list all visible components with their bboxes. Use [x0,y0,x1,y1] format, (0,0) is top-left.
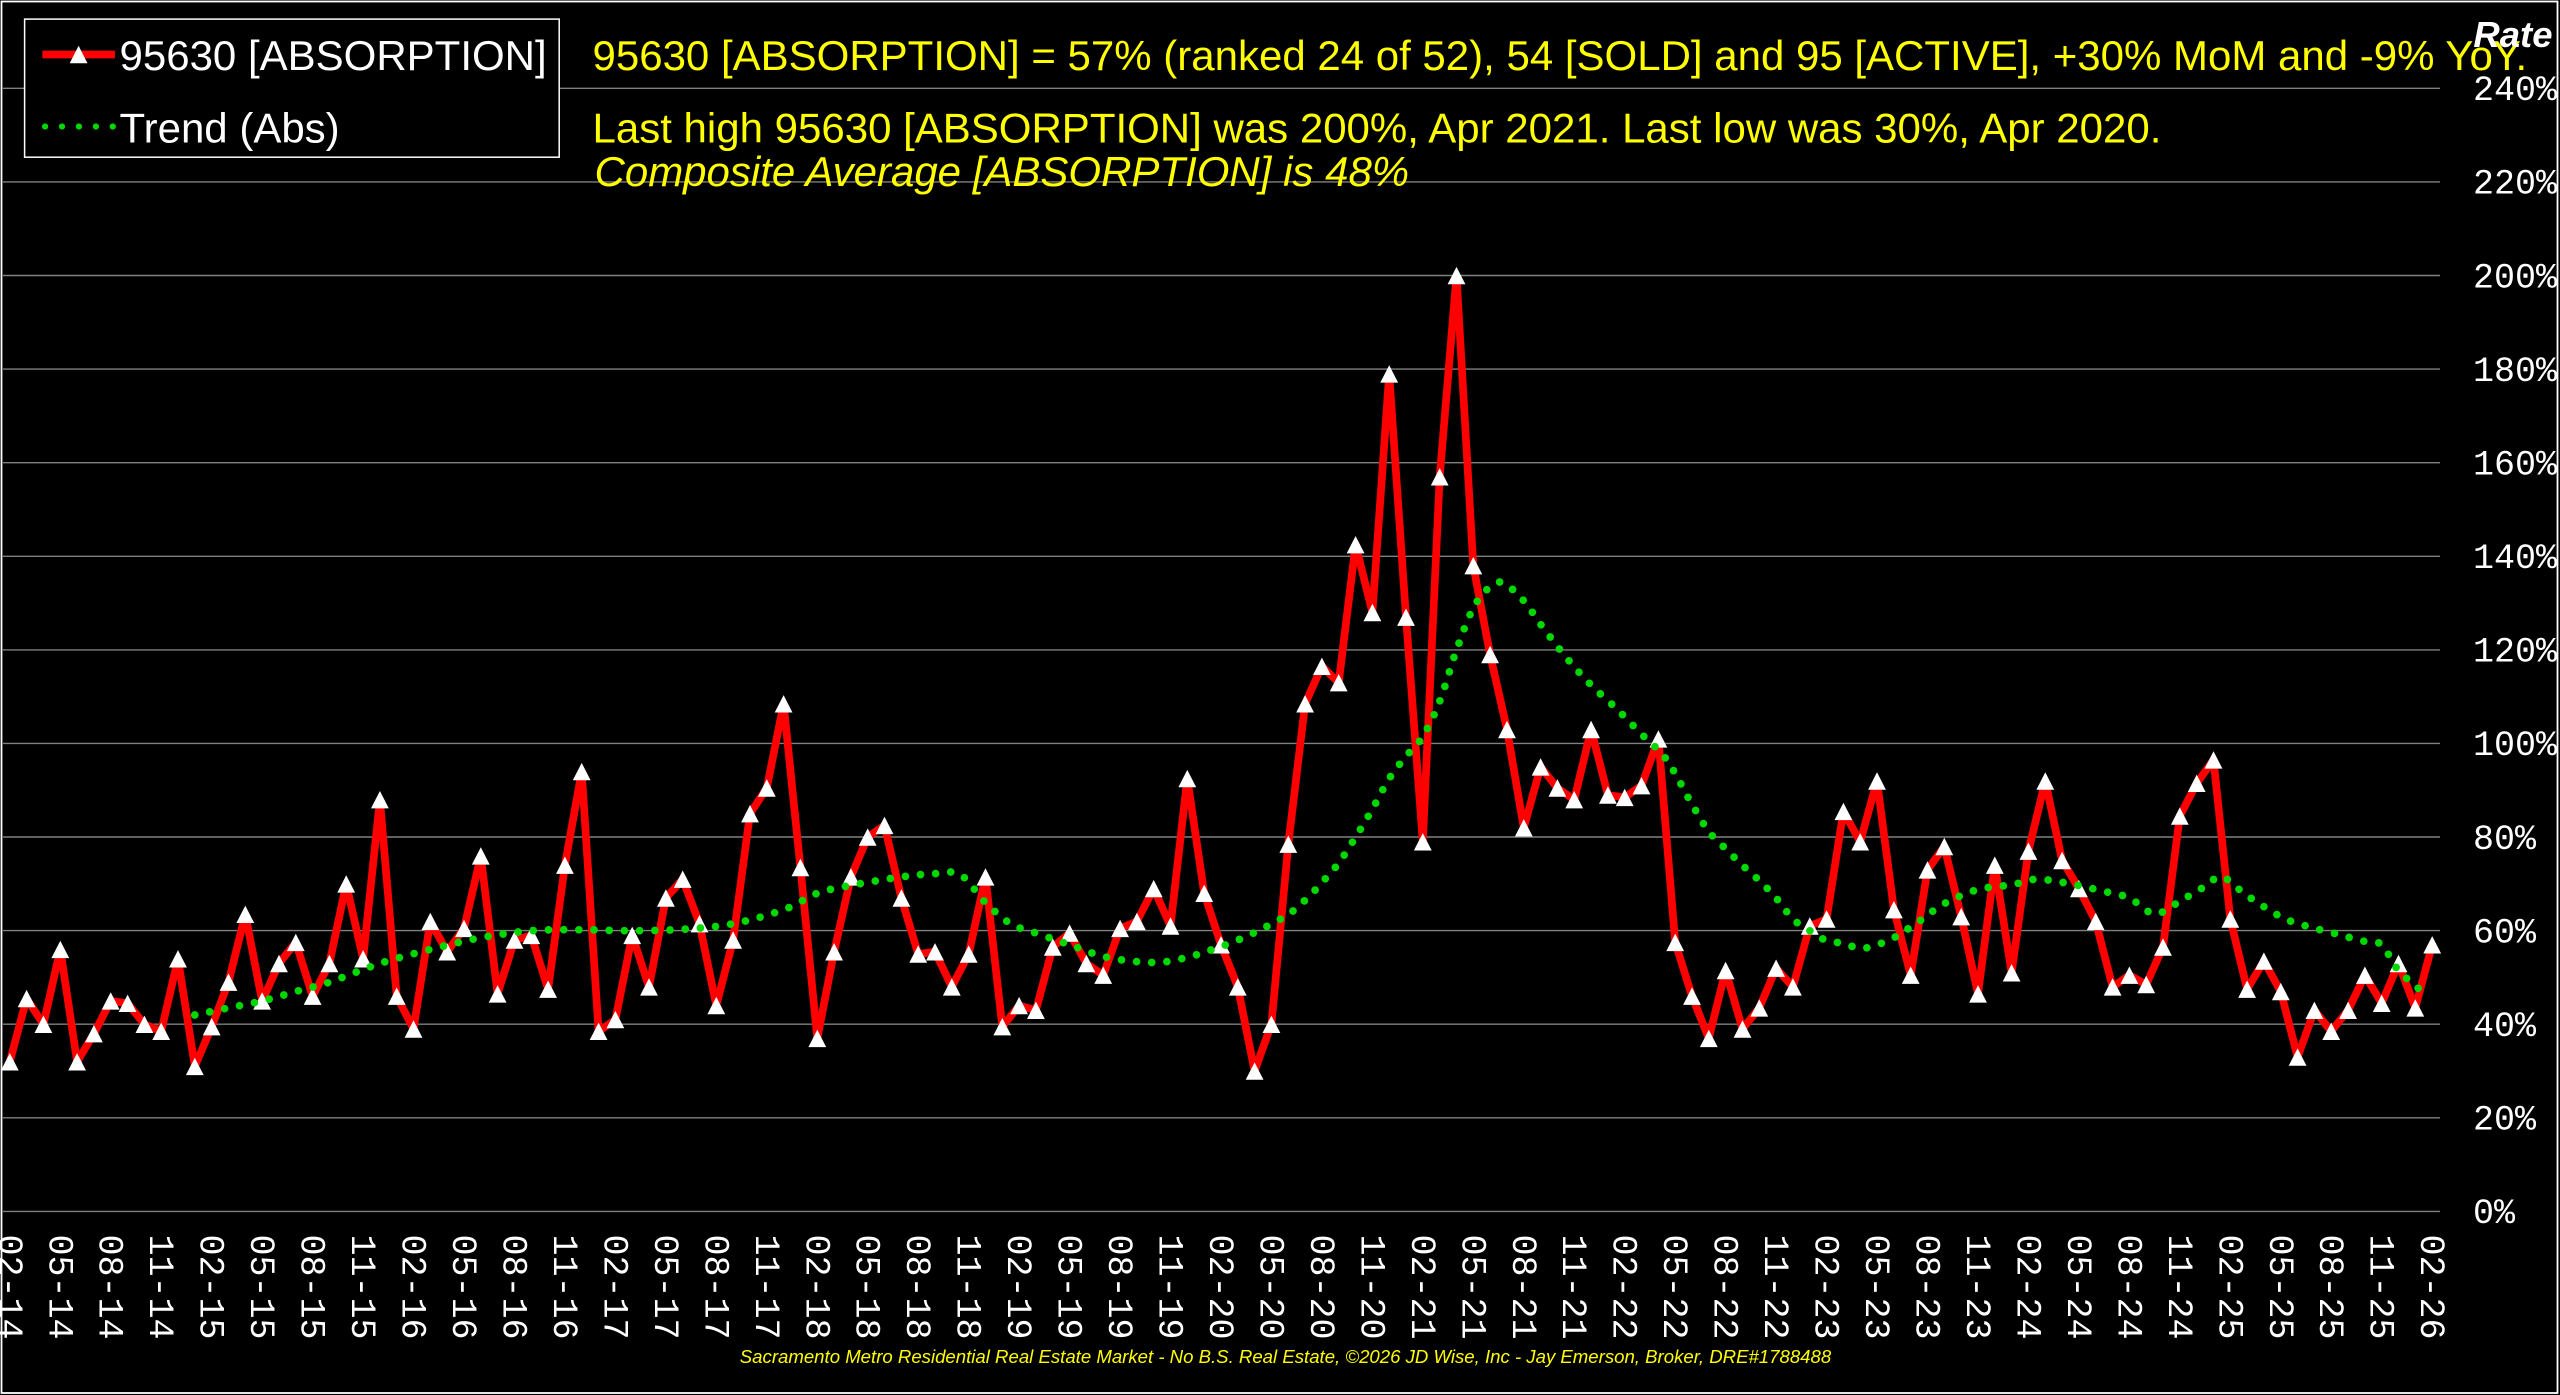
svg-text:200%: 200% [2473,258,2558,298]
svg-text:08-21: 08-21 [1502,1235,1542,1340]
svg-text:08-14: 08-14 [89,1235,129,1340]
svg-text:02-20: 02-20 [1199,1235,1239,1340]
svg-text:02-14: 02-14 [0,1235,28,1340]
svg-text:Rate: Rate [2473,14,2552,55]
svg-text:02-24: 02-24 [2006,1235,2046,1340]
svg-text:11-19: 11-19 [1149,1235,1189,1340]
svg-text:Composite Average [ABSORPTION]: Composite Average [ABSORPTION] is 48% [595,148,1410,195]
svg-text:0%: 0% [2473,1194,2516,1234]
svg-text:11-17: 11-17 [745,1235,785,1340]
svg-text:11-23: 11-23 [1956,1235,1996,1340]
svg-text:11-20: 11-20 [1350,1235,1390,1340]
svg-text:02-23: 02-23 [1805,1235,1845,1340]
svg-text:120%: 120% [2473,633,2558,673]
svg-text:05-20: 05-20 [1249,1235,1289,1340]
svg-text:08-17: 08-17 [694,1235,734,1340]
svg-text:100%: 100% [2473,726,2558,766]
svg-text:05-23: 05-23 [1855,1235,1895,1340]
svg-text:02-21: 02-21 [1401,1235,1441,1340]
svg-text:08-18: 08-18 [896,1235,936,1340]
svg-text:05-22: 05-22 [1653,1235,1693,1340]
svg-text:Trend (Abs): Trend (Abs) [120,105,340,152]
svg-text:11-21: 11-21 [1552,1235,1592,1340]
svg-text:11-14: 11-14 [139,1235,179,1340]
svg-text:160%: 160% [2473,446,2558,486]
svg-text:08-20: 08-20 [1300,1235,1340,1340]
svg-text:80%: 80% [2473,820,2537,860]
svg-text:02-26: 02-26 [2410,1235,2450,1340]
svg-text:05-18: 05-18 [846,1235,886,1340]
svg-text:40%: 40% [2473,1007,2537,1047]
svg-text:11-16: 11-16 [543,1235,583,1340]
svg-text:08-23: 08-23 [1906,1235,1946,1340]
svg-text:Last high 95630 [ABSORPTION] w: Last high 95630 [ABSORPTION] was 200%, A… [593,105,2162,152]
svg-text:11-18: 11-18 [947,1235,987,1340]
svg-text:95630 [ABSORPTION] = 57% (rank: 95630 [ABSORPTION] = 57% (ranked 24 of 5… [593,32,2528,79]
svg-text:95630 [ABSORPTION]: 95630 [ABSORPTION] [120,32,547,79]
svg-text:11-25: 11-25 [2360,1235,2400,1340]
svg-text:05-16: 05-16 [442,1235,482,1340]
svg-text:05-17: 05-17 [644,1235,684,1340]
svg-text:240%: 240% [2473,71,2558,111]
svg-text:180%: 180% [2473,352,2558,392]
svg-text:02-15: 02-15 [190,1235,230,1340]
svg-text:220%: 220% [2473,165,2558,205]
svg-text:08-22: 08-22 [1704,1235,1744,1340]
svg-text:05-19: 05-19 [1048,1235,1088,1340]
svg-text:05-25: 05-25 [2259,1235,2299,1340]
svg-text:02-18: 02-18 [795,1235,835,1340]
svg-text:05-21: 05-21 [1451,1235,1491,1340]
svg-text:05-24: 05-24 [2057,1235,2097,1340]
svg-text:Sacramento Metro Residential R: Sacramento Metro Residential Real Estate… [740,1346,1832,1367]
svg-text:02-16: 02-16 [392,1235,432,1340]
svg-text:02-19: 02-19 [997,1235,1037,1340]
svg-text:11-15: 11-15 [341,1235,381,1340]
svg-text:60%: 60% [2473,913,2537,953]
svg-text:08-25: 08-25 [2309,1235,2349,1340]
svg-text:08-19: 08-19 [1098,1235,1138,1340]
svg-text:08-24: 08-24 [2107,1235,2147,1340]
svg-text:05-14: 05-14 [38,1235,78,1340]
svg-text:20%: 20% [2473,1101,2537,1141]
svg-text:02-17: 02-17 [593,1235,633,1340]
svg-text:05-15: 05-15 [240,1235,280,1340]
svg-text:140%: 140% [2473,539,2558,579]
svg-text:11-24: 11-24 [2158,1235,2198,1340]
svg-text:02-22: 02-22 [1603,1235,1643,1340]
svg-text:08-15: 08-15 [291,1235,331,1340]
svg-text:08-16: 08-16 [493,1235,533,1340]
svg-text:11-22: 11-22 [1754,1235,1794,1340]
svg-text:02-25: 02-25 [2208,1235,2248,1340]
